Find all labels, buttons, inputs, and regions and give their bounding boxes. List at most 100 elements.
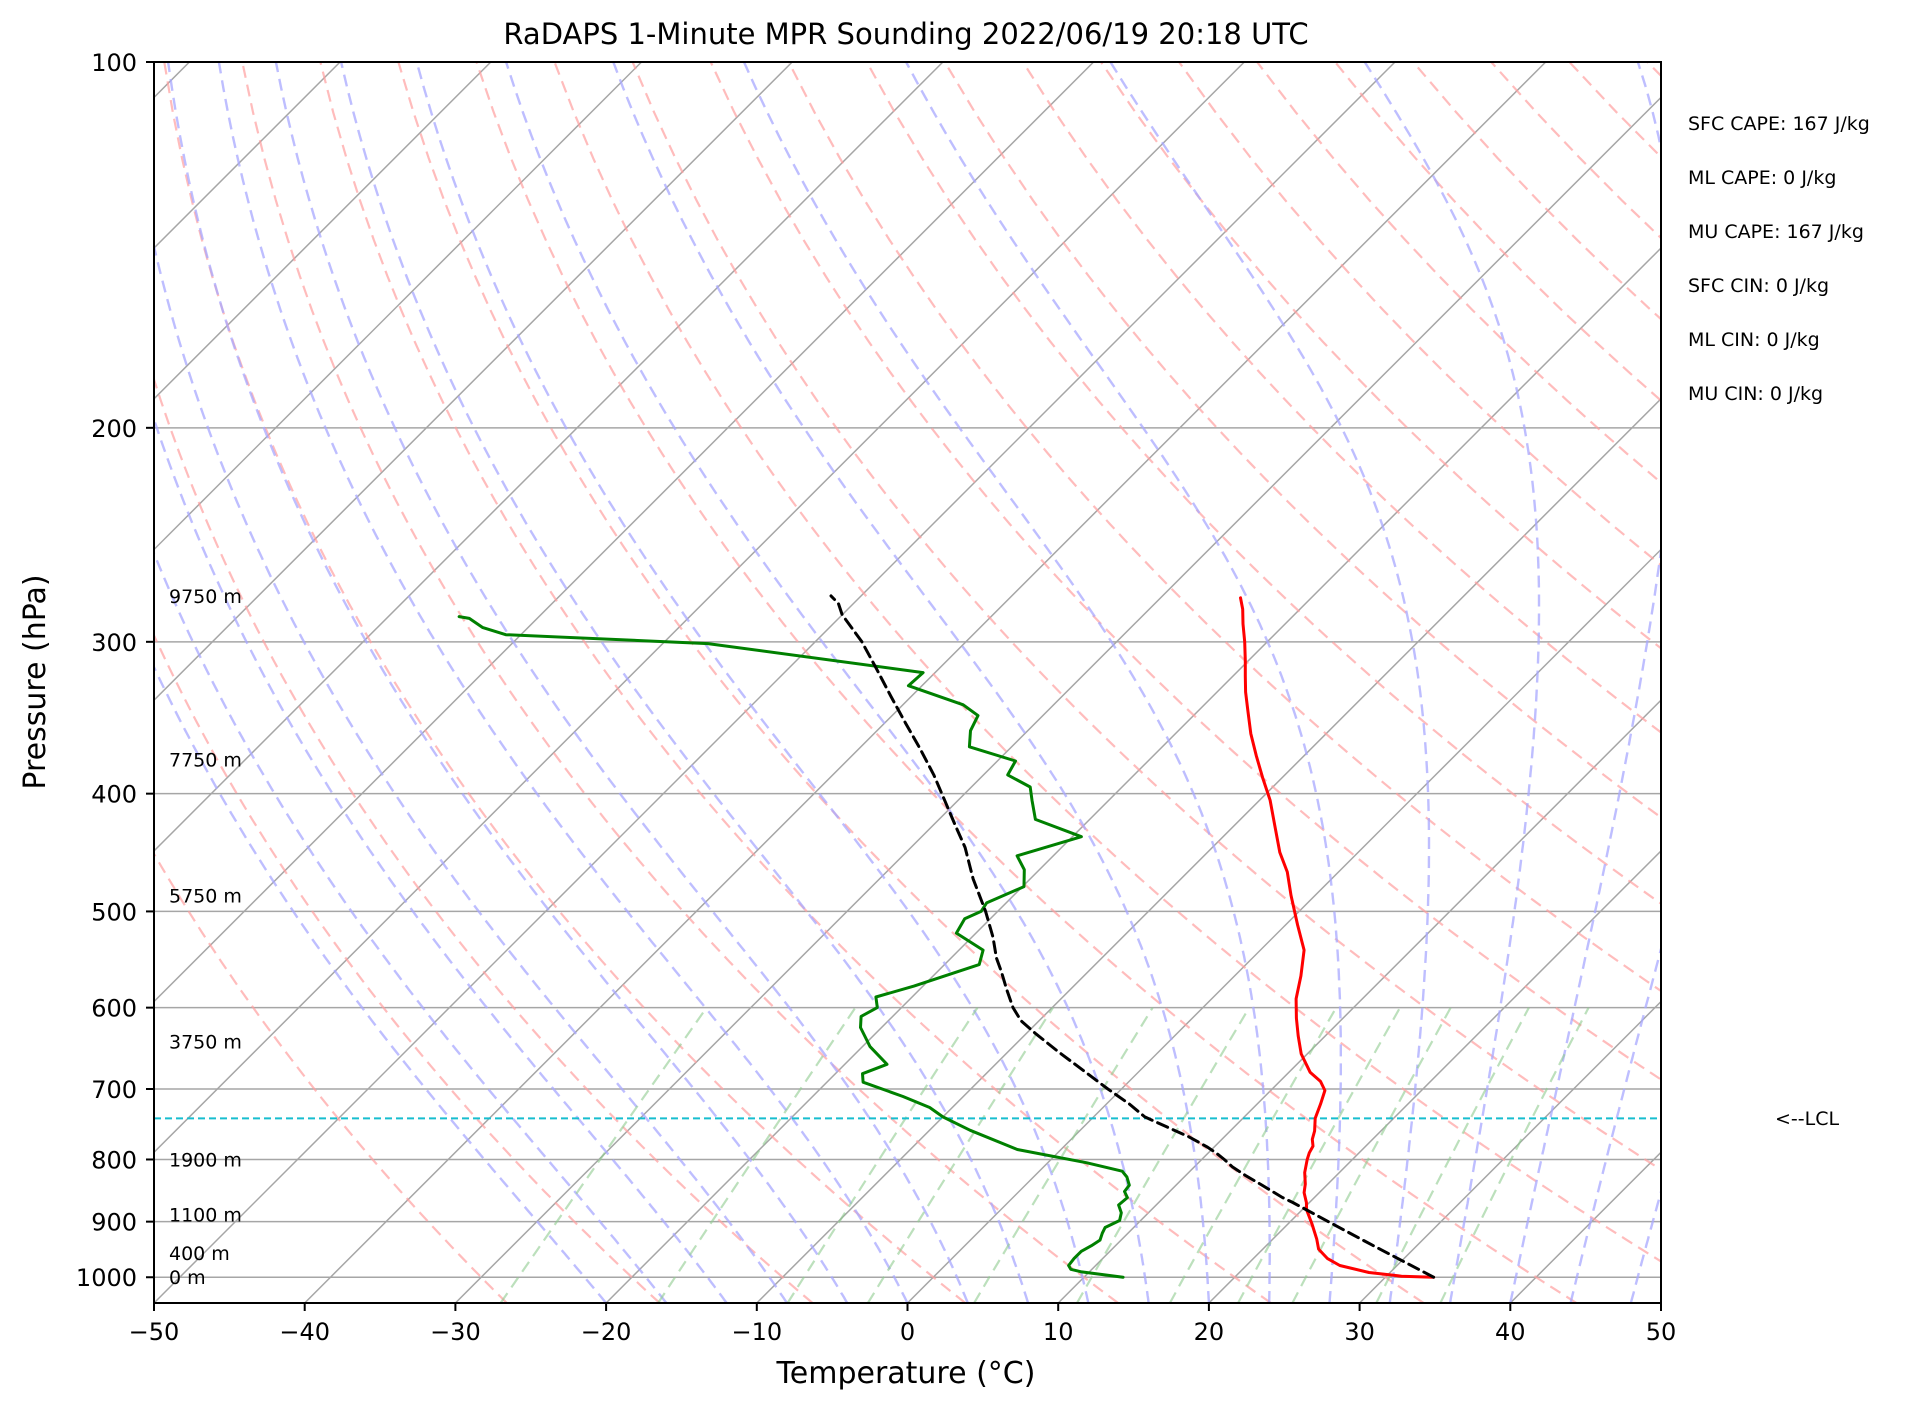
x-tick-label: −30: [430, 1318, 481, 1346]
dry-adiabats: [154, 62, 1661, 1303]
isotherm-line: [1057, 699, 1661, 1303]
x-tick-label: −20: [581, 1318, 632, 1346]
isotherm-line: [154, 62, 643, 551]
isotherm-line: [906, 548, 1661, 1303]
moist-adiabat: [1629, 1187, 1661, 1303]
moist-adiabat: [905, 62, 1342, 1303]
isotherm-line: [304, 62, 1547, 1303]
height-label: 0 m: [169, 1267, 206, 1289]
isotherm-line: [154, 62, 1245, 1154]
y-tick-label: 100: [91, 49, 137, 77]
x-axis-label: Temperature (°C): [776, 1356, 1036, 1391]
mixing-ratio-line: [973, 1007, 1154, 1303]
isotherm-line: [154, 62, 944, 852]
height-label: 9750 m: [169, 586, 242, 608]
y-tick-label: 400: [91, 781, 137, 809]
dry-adiabat: [319, 62, 1272, 1303]
dry-adiabat: [475, 62, 1578, 1303]
isotherm-line: [454, 96, 1661, 1303]
x-tick-label: 30: [1344, 1318, 1375, 1346]
height-label: 1100 m: [169, 1205, 242, 1227]
height-label: 5750 m: [169, 885, 242, 907]
dry-adiabat: [163, 62, 966, 1303]
moist-adiabat: [415, 62, 1090, 1303]
x-tick-label: −10: [731, 1318, 782, 1346]
isotherm-line: [1359, 1000, 1661, 1303]
isotherm-line: [154, 62, 1396, 1303]
moist-adiabat: [274, 62, 969, 1303]
moist-adiabat: [217, 62, 909, 1303]
cape-cin-annotation: ML CAPE: 0 J/kg: [1688, 167, 1836, 189]
cape-cin-annotations: SFC CAPE: 167 J/kg ML CAPE: 0 J/kg MU CAPE…: [1688, 113, 1870, 405]
y-tick-label: 300: [91, 629, 137, 657]
y-tick-label: 1000: [76, 1264, 137, 1292]
dry-adiabat: [787, 62, 1661, 993]
x-tick-label: −50: [129, 1318, 180, 1346]
mixing-ratio-line: [657, 1006, 857, 1303]
dry-adiabat: [709, 62, 1661, 1081]
dry-adiabat: [154, 376, 814, 1303]
dry-adiabat: [154, 851, 508, 1303]
y-tick-label: 700: [91, 1076, 137, 1104]
y-tick-label: 500: [91, 898, 137, 926]
y-tick-label: 600: [91, 995, 137, 1023]
dry-adiabat: [1021, 62, 1661, 734]
chart-title: RaDAPS 1-Minute MPR Sounding 2022/06/19 …: [503, 17, 1308, 51]
sounding-series: [154, 594, 1661, 1279]
mixing-ratio-line: [1375, 1007, 1530, 1303]
moist-adiabat: [339, 62, 1030, 1303]
mixing-ratio-line: [1168, 1007, 1338, 1303]
x-tick-label: 40: [1495, 1318, 1526, 1346]
cape-cin-annotation: SFC CAPE: 167 J/kg: [1688, 113, 1870, 135]
parcel-line: [829, 594, 1436, 1279]
mixing-ratio-lines: [499, 1006, 1590, 1303]
moist-adiabat: [1363, 62, 1541, 1303]
isotherm-line: [605, 247, 1661, 1303]
cape-cin-annotation: MU CIN: 0 J/kg: [1688, 383, 1823, 405]
dry-adiabat: [631, 62, 1661, 1171]
mixing-ratio-line: [866, 1007, 1054, 1303]
dry-adiabat: [154, 632, 661, 1303]
x-tick-label: −40: [279, 1318, 330, 1346]
moist-adiabat: [1509, 62, 1661, 1303]
mixing-ratio-line: [1237, 1007, 1401, 1303]
x-tick-label: 50: [1646, 1318, 1677, 1346]
moist-adiabat: [742, 62, 1271, 1303]
temperature-line: [1239, 596, 1436, 1279]
moist-adiabat: [154, 550, 668, 1303]
lcl-label: <--LCL: [1775, 1108, 1839, 1130]
height-label: 7750 m: [169, 750, 242, 772]
cape-cin-annotation: ML CIN: 0 J/kg: [1688, 329, 1820, 351]
height-label: 400 m: [169, 1243, 230, 1265]
moist-adiabat: [154, 415, 728, 1303]
y-tick-label: 200: [91, 415, 137, 443]
moist-adiabat: [1569, 944, 1661, 1303]
isotherm-line: [154, 62, 1095, 1003]
moist-adiabat: [612, 62, 1211, 1303]
isotherm-line: [1208, 849, 1661, 1303]
cape-cin-annotation: MU CAPE: 167 J/kg: [1688, 221, 1864, 243]
moist-adiabat: [504, 62, 1150, 1303]
y-axis-label: Pressure (hPa): [18, 574, 53, 789]
isotherm-line: [154, 62, 492, 400]
axes: −50 −40 −30 −20 −10 0 10 20 30 40 50 100 200 300 400 50…: [76, 49, 1676, 1346]
x-tick-label: 10: [1043, 1318, 1074, 1346]
mixing-ratio-line: [1076, 1007, 1251, 1303]
mixing-ratio-line: [1291, 1007, 1452, 1303]
height-labels: 9750 m 7750 m 5750 m 3750 m 1900 m 1100 m 400 …: [169, 586, 242, 1289]
moist-adiabat: [154, 241, 788, 1303]
isotherm-line: [154, 62, 793, 702]
height-label: 1900 m: [169, 1149, 242, 1171]
dry-adiabat: [1100, 62, 1661, 650]
cape-cin-annotation: SFC CIN: 0 J/kg: [1688, 275, 1829, 297]
dry-adiabat: [553, 62, 1661, 1263]
moist-adiabat: [166, 62, 849, 1303]
dry-adiabat: [397, 62, 1425, 1303]
dry-adiabat: [241, 62, 1119, 1303]
mixing-ratio-line: [499, 1006, 708, 1303]
mixing-ratio-line: [1439, 1007, 1590, 1303]
x-tick-label: 20: [1194, 1318, 1225, 1346]
moist-adiabats: [154, 62, 1661, 1303]
moist-adiabat: [1109, 62, 1431, 1303]
